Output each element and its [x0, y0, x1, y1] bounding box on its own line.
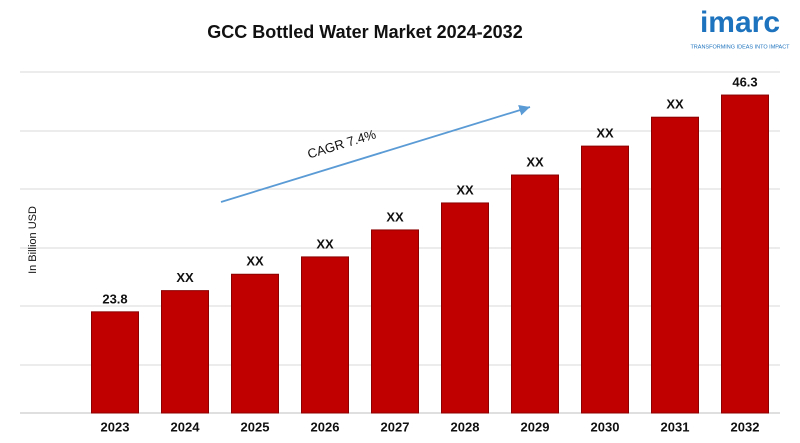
value-label: XX [176, 270, 194, 285]
logo: imarc [700, 6, 780, 39]
logo-tagline: TRANSFORMING IDEAS INTO IMPACT [690, 44, 790, 50]
bar [161, 290, 209, 414]
x-tick-label: 2024 [171, 419, 201, 434]
x-tick-label: 2031 [661, 419, 690, 434]
value-label: XX [386, 209, 404, 224]
value-label: XX [456, 182, 474, 197]
value-label: XX [666, 97, 684, 112]
bar [441, 202, 489, 414]
cagr-arrow [220, 105, 531, 203]
value-label: XX [316, 236, 334, 251]
value-label: 46.3 [732, 74, 757, 89]
bar [301, 256, 349, 414]
x-tick-label: 2028 [451, 419, 480, 434]
chart-title: GCC Bottled Water Market 2024-2032 [207, 22, 522, 42]
x-tick-label: 2030 [591, 419, 620, 434]
bar [651, 116, 699, 414]
bar [581, 145, 629, 414]
x-tick-label: 2023 [101, 419, 130, 434]
bar [511, 174, 559, 414]
bar [231, 273, 279, 414]
x-tick-label: 2029 [521, 419, 550, 434]
value-label: XX [246, 254, 264, 269]
x-tick-label: 2027 [381, 419, 410, 434]
bar [371, 229, 419, 414]
value-label: 23.8 [102, 291, 127, 306]
value-label: XX [526, 154, 544, 169]
x-tick-label: 2026 [311, 419, 340, 434]
value-label: XX [596, 126, 614, 141]
x-tick-label: 2025 [241, 419, 270, 434]
y-axis-label: In Billion USD [27, 206, 39, 274]
bar [721, 94, 769, 414]
bar [91, 311, 139, 414]
x-tick-label: 2032 [731, 419, 760, 434]
